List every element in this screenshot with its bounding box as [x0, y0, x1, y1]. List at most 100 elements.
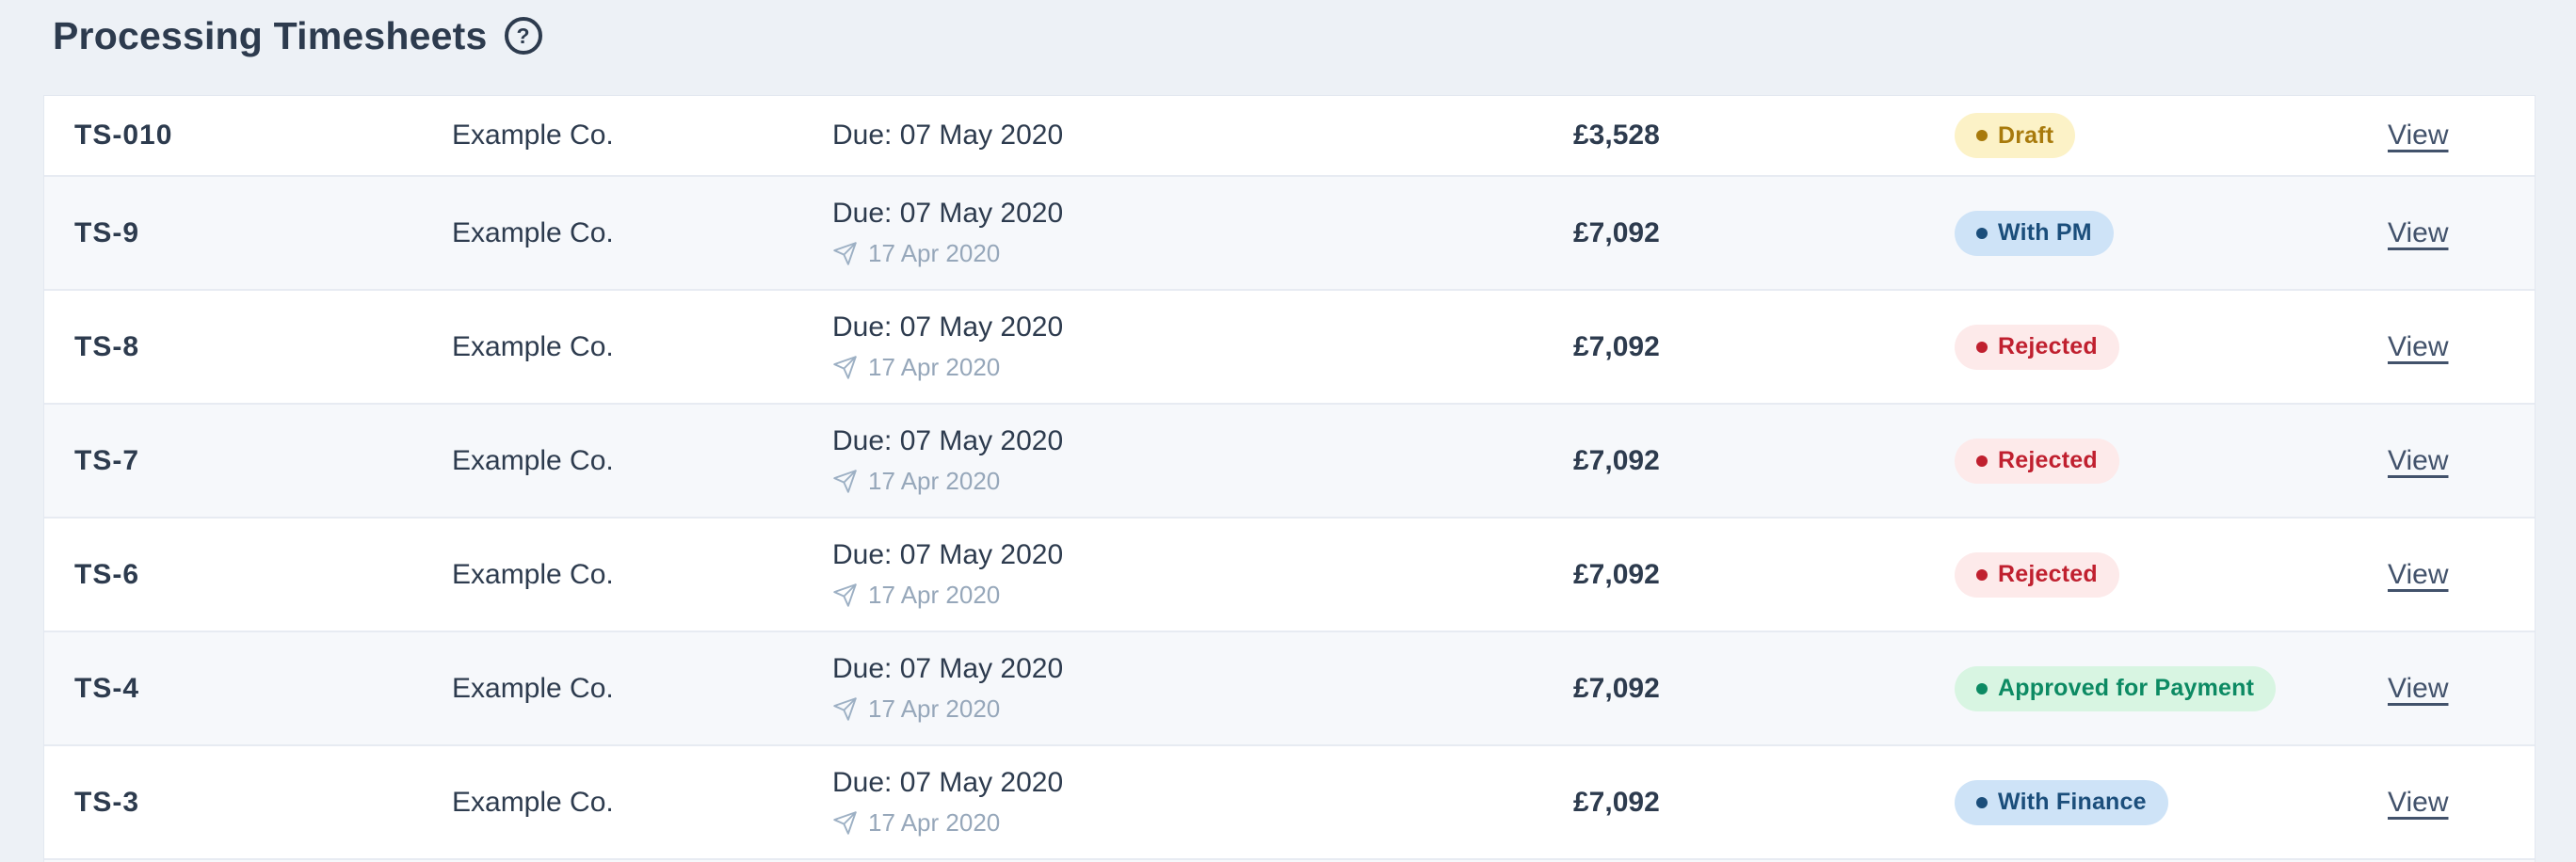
timesheet-id: TS-3 [74, 786, 140, 818]
view-link[interactable]: View [2388, 672, 2449, 704]
view-cell: View [2388, 787, 2535, 819]
due-date: Due: 07 May 2020 [832, 767, 1064, 798]
table-row: TS-010 Example Co. Due: 07 May 2020 £3,5… [44, 96, 2535, 175]
sent-date-row: 17 Apr 2020 [832, 694, 1573, 724]
status-badge: Rejected [1955, 438, 2119, 484]
table-row: TS-8 Example Co. Due: 07 May 2020 17 Apr… [44, 289, 2535, 403]
status-cell: With PM [1955, 210, 2388, 256]
status-label: Draft [1998, 121, 2054, 149]
paper-plane-icon [833, 583, 857, 607]
view-link[interactable]: View [2388, 558, 2449, 590]
view-cell: View [2388, 120, 2535, 152]
sent-date-row: 17 Apr 2020 [832, 353, 1573, 382]
table-row: TS-6 Example Co. Due: 07 May 2020 17 Apr… [44, 517, 2535, 631]
company-name: Example Co. [452, 216, 614, 248]
status-badge: Draft [1955, 113, 2076, 158]
dates-cell: Due: 07 May 2020 17 Apr 2020 [832, 653, 1573, 724]
table-row-partial [44, 858, 2535, 862]
page-header: Processing Timesheets ? [53, 9, 542, 62]
paper-plane-icon [833, 356, 857, 379]
dates-cell: Due: 07 May 2020 17 Apr 2020 [832, 198, 1573, 268]
timesheet-id: TS-9 [74, 216, 140, 248]
view-link[interactable]: View [2388, 216, 2449, 248]
status-cell: With Finance [1955, 779, 2388, 825]
dates-cell: Due: 07 May 2020 [832, 120, 1573, 152]
status-badge: Rejected [1955, 551, 2119, 598]
status-cell: Rejected [1955, 551, 2388, 598]
status-badge: With Finance [1955, 779, 2168, 825]
timesheet-id: TS-4 [74, 672, 140, 704]
status-badge: Approved for Payment [1955, 665, 2277, 711]
amount: £7,092 [1573, 330, 1660, 362]
timesheet-id: TS-8 [74, 330, 140, 362]
status-label: With Finance [1998, 789, 2147, 815]
sent-date: 17 Apr 2020 [868, 467, 1001, 495]
status-label: Rejected [1998, 561, 2098, 587]
sent-date-row: 17 Apr 2020 [832, 581, 1573, 610]
view-link[interactable]: View [2388, 120, 2449, 151]
due-date: Due: 07 May 2020 [832, 425, 1064, 456]
table-row: TS-7 Example Co. Due: 07 May 2020 17 Apr… [44, 403, 2535, 517]
status-badge: With PM [1955, 210, 2114, 256]
view-link[interactable]: View [2388, 330, 2449, 362]
company-name: Example Co. [452, 120, 614, 151]
sent-date-row: 17 Apr 2020 [832, 239, 1573, 268]
timesheet-id: TS-010 [74, 120, 173, 151]
sent-date: 17 Apr 2020 [868, 694, 1001, 723]
dates-cell: Due: 07 May 2020 17 Apr 2020 [832, 311, 1573, 382]
status-label: With PM [1998, 219, 2092, 246]
status-dot-icon [1976, 130, 1988, 141]
due-date: Due: 07 May 2020 [832, 120, 1064, 151]
status-label: Rejected [1998, 333, 2098, 359]
sent-date-row: 17 Apr 2020 [832, 808, 1573, 838]
view-cell: View [2388, 331, 2535, 363]
table-row: TS-9 Example Co. Due: 07 May 2020 17 Apr… [44, 175, 2535, 289]
view-link[interactable]: View [2388, 444, 2449, 476]
status-dot-icon [1976, 796, 1988, 808]
sent-date: 17 Apr 2020 [868, 581, 1001, 609]
sent-date: 17 Apr 2020 [868, 353, 1001, 381]
view-link[interactable]: View [2388, 786, 2449, 818]
status-label: Rejected [1998, 447, 2098, 473]
company-name: Example Co. [452, 444, 614, 476]
status-dot-icon [1976, 682, 1988, 694]
company-name: Example Co. [452, 558, 614, 590]
table-row: TS-4 Example Co. Due: 07 May 2020 17 Apr… [44, 631, 2535, 744]
amount: £7,092 [1573, 786, 1660, 818]
page-title: Processing Timesheets [53, 13, 488, 57]
amount: £3,528 [1573, 120, 1660, 151]
status-cell: Approved for Payment [1955, 665, 2388, 711]
due-date: Due: 07 May 2020 [832, 311, 1064, 343]
company-name: Example Co. [452, 786, 614, 818]
status-cell: Rejected [1955, 324, 2388, 370]
sent-date-row: 17 Apr 2020 [832, 467, 1573, 496]
amount: £7,092 [1573, 672, 1660, 704]
paper-plane-icon [833, 242, 857, 265]
dates-cell: Due: 07 May 2020 17 Apr 2020 [832, 425, 1573, 496]
view-cell: View [2388, 217, 2535, 249]
amount: £7,092 [1573, 558, 1660, 590]
table-row: TS-3 Example Co. Due: 07 May 2020 17 Apr… [44, 744, 2535, 858]
timesheet-table: TS-010 Example Co. Due: 07 May 2020 £3,5… [43, 95, 2536, 862]
due-date: Due: 07 May 2020 [832, 653, 1064, 684]
dates-cell: Due: 07 May 2020 17 Apr 2020 [832, 539, 1573, 610]
status-label: Approved for Payment [1998, 675, 2255, 701]
help-icon[interactable]: ? [504, 17, 542, 55]
due-date: Due: 07 May 2020 [832, 198, 1064, 229]
paper-plane-icon [833, 470, 857, 493]
view-cell: View [2388, 445, 2535, 477]
paper-plane-icon [833, 811, 857, 835]
status-cell: Rejected [1955, 438, 2388, 484]
view-cell: View [2388, 559, 2535, 591]
dates-cell: Due: 07 May 2020 17 Apr 2020 [832, 767, 1573, 838]
timesheet-id: TS-7 [74, 444, 140, 476]
status-dot-icon [1976, 341, 1988, 353]
sent-date: 17 Apr 2020 [868, 808, 1001, 837]
status-dot-icon [1976, 227, 1988, 239]
view-cell: View [2388, 673, 2535, 705]
status-badge: Rejected [1955, 324, 2119, 370]
company-name: Example Co. [452, 330, 614, 362]
due-date: Due: 07 May 2020 [832, 539, 1064, 570]
status-cell: Draft [1955, 113, 2388, 158]
